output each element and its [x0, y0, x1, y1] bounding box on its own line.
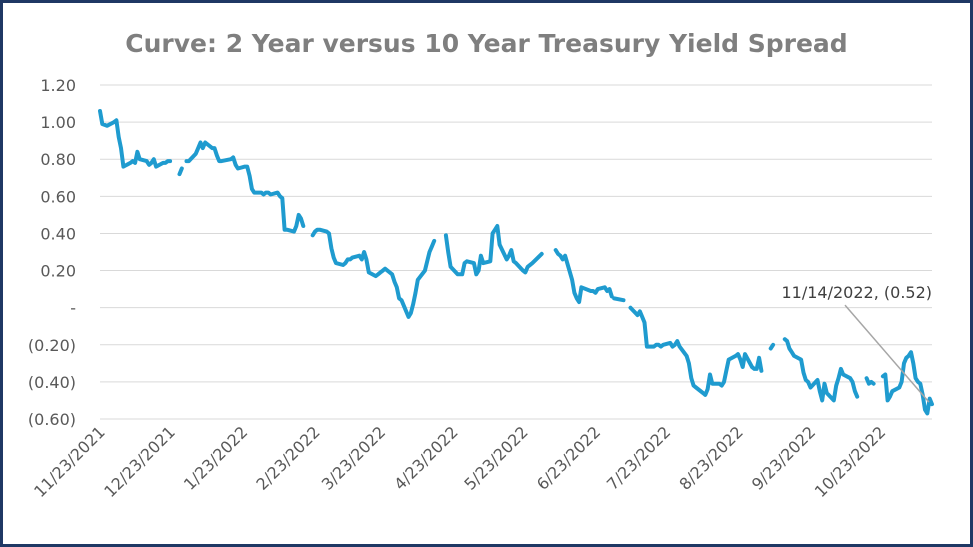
series-line-segment	[628, 305, 764, 397]
x-tick-label: 7/23/2022	[603, 422, 674, 493]
series-line-segment	[184, 140, 306, 234]
x-tick-label: 3/23/2022	[318, 422, 389, 493]
series-line-segment	[782, 337, 860, 403]
series-line-segment	[612, 296, 626, 303]
x-tick-label: 5/23/2022	[460, 422, 531, 493]
x-tick-label: 4/23/2022	[390, 422, 461, 493]
annotation-leader-line	[844, 304, 930, 403]
series-line-segment	[177, 166, 184, 177]
y-tick-label: 0.60	[40, 187, 76, 206]
chart-title: Curve: 2 Year versus 10 Year Treasury Yi…	[125, 29, 848, 58]
series-line-segment	[864, 376, 876, 386]
x-tick-label: 11/23/2021	[30, 422, 109, 501]
series-line-segment	[310, 227, 437, 319]
x-tick-label: 8/23/2022	[675, 422, 746, 493]
series-line-segment	[768, 342, 776, 351]
x-tick-label: 6/23/2022	[533, 422, 604, 493]
series-line-segment	[443, 224, 544, 277]
y-tick-label: 0.40	[40, 224, 76, 243]
y-tick-label: (0.20)	[28, 336, 76, 355]
x-tick-label: 1/23/2022	[180, 422, 251, 493]
y-tick-label: -	[70, 299, 76, 318]
y-tick-label: 0.80	[40, 150, 76, 169]
y-tick-label: 0.20	[40, 262, 76, 281]
x-tick-label: 2/23/2022	[252, 422, 323, 493]
x-tick-label: 9/23/2022	[748, 422, 819, 493]
y-tick-label: (0.60)	[28, 410, 76, 429]
gridlines	[100, 84, 932, 420]
series-line-segment	[553, 248, 614, 305]
y-tick-label: (0.40)	[28, 373, 76, 392]
series-line-segment	[98, 109, 173, 169]
x-tick-label: 10/23/2022	[811, 422, 890, 501]
y-axis-ticks: 1.20 1.00 0.80 0.60 0.40 0.20 - (0.20) (0.40) (0.…	[28, 76, 76, 429]
annotation: 11/14/2022, (0.52)	[782, 283, 933, 403]
annotation-label: 11/14/2022, (0.52)	[782, 283, 933, 302]
series-line-segment	[880, 350, 934, 416]
y-tick-label: 1.20	[40, 76, 76, 95]
y-tick-label: 1.00	[40, 113, 76, 132]
series-spread	[98, 109, 934, 416]
x-tick-label: 12/23/2021	[100, 422, 179, 501]
